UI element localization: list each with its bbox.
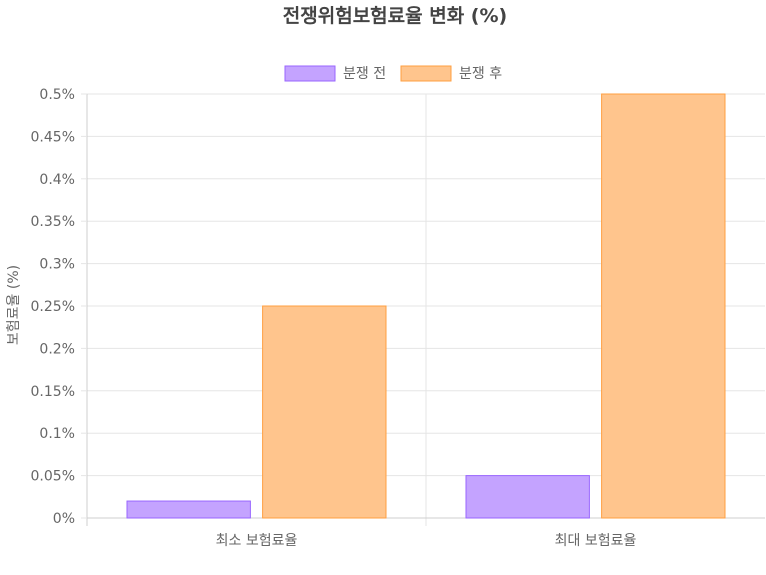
x-tick-label: 최소 보험료율	[216, 533, 298, 549]
y-tick-label: 0.4%	[39, 172, 75, 188]
legend-swatch-1[interactable]	[284, 65, 336, 82]
bars	[126, 93, 726, 519]
legend-label-1[interactable]: 분쟁 전	[343, 66, 386, 82]
y-tick-label: 0.25%	[31, 299, 75, 315]
legend-swatch-2[interactable]	[400, 65, 452, 82]
bar-2-1[interactable]	[465, 475, 590, 519]
legend: 분쟁 전 분쟁 후	[284, 65, 502, 82]
y-tick-label: 0.15%	[31, 384, 75, 400]
y-tick-label: 0.05%	[31, 469, 75, 485]
legend-label-2[interactable]: 분쟁 후	[459, 66, 502, 82]
x-tick-label: 최대 보험료율	[555, 533, 637, 549]
y-tick-label: 0.5%	[39, 87, 75, 103]
y-tick-label: 0.3%	[39, 257, 75, 273]
y-tick-label: 0.1%	[39, 426, 75, 442]
bar-1-1[interactable]	[126, 500, 251, 519]
y-axis-title: 보험료율 (%)	[6, 265, 22, 345]
bar-1-2[interactable]	[262, 305, 387, 519]
bar-2-2[interactable]	[601, 93, 726, 519]
chart-title: 전쟁위험보험료율 변화 (%)	[283, 5, 507, 27]
x-axis-ticks: 최소 보험료율 최대 보험료율	[216, 533, 637, 549]
y-tick-label: 0.2%	[39, 341, 75, 357]
y-tick-label: 0%	[53, 511, 75, 527]
y-tick-label: 0.45%	[31, 129, 75, 145]
y-axis-ticks: 0% 0.05% 0.1% 0.15% 0.2% 0.25% 0.3% 0.35% 0.4% 0.…	[31, 87, 87, 527]
y-tick-label: 0.35%	[31, 214, 75, 230]
